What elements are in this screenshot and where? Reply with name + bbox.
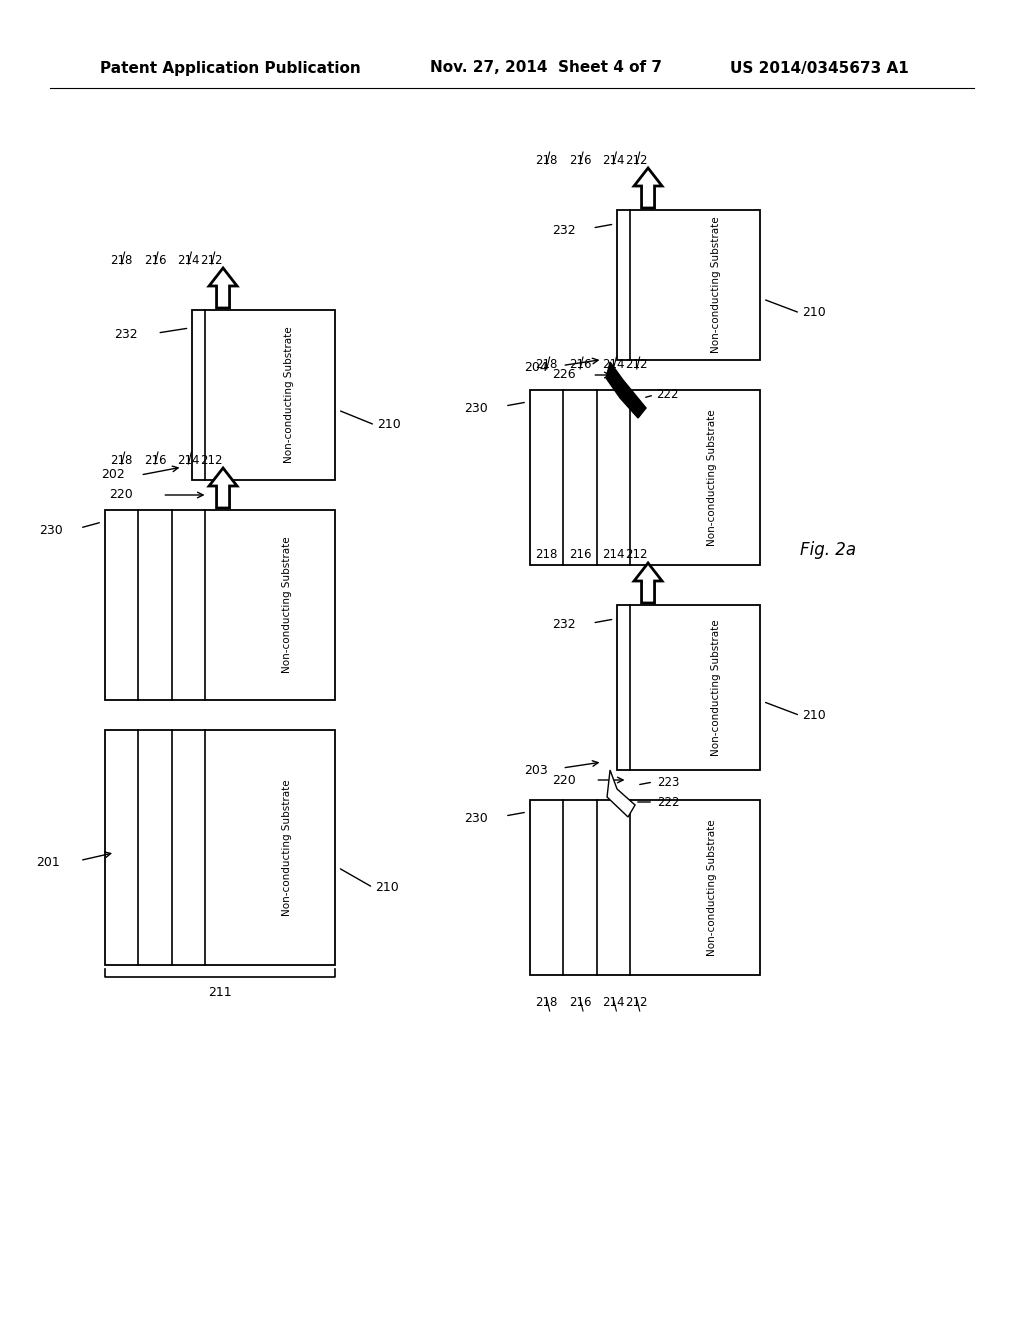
Text: 211: 211 [208, 986, 231, 999]
Text: 226: 226 [552, 368, 575, 381]
Text: Non-conducting Substrate: Non-conducting Substrate [711, 216, 721, 354]
Text: 216: 216 [143, 253, 166, 267]
Text: 232: 232 [114, 329, 137, 342]
Text: 218: 218 [536, 153, 558, 166]
Text: Fig. 2a: Fig. 2a [800, 541, 856, 558]
Text: 230: 230 [464, 812, 488, 825]
Text: Nov. 27, 2014  Sheet 4 of 7: Nov. 27, 2014 Sheet 4 of 7 [430, 61, 662, 75]
Text: Patent Application Publication: Patent Application Publication [100, 61, 360, 75]
Text: 210: 210 [802, 709, 825, 722]
Text: 214: 214 [177, 253, 200, 267]
Text: 212: 212 [626, 549, 648, 561]
Text: 203: 203 [523, 763, 548, 776]
Bar [530, 800, 760, 975]
Polygon shape [634, 168, 663, 209]
Text: Non-conducting Substrate: Non-conducting Substrate [282, 537, 292, 673]
Text: 214: 214 [602, 153, 625, 166]
Text: 223: 223 [657, 776, 680, 788]
Text: 212: 212 [626, 997, 648, 1010]
Polygon shape [209, 268, 237, 308]
Text: 218: 218 [536, 997, 558, 1010]
Text: 230: 230 [464, 401, 488, 414]
Text: 232: 232 [552, 223, 575, 236]
Bar [105, 730, 335, 965]
Text: 210: 210 [802, 306, 825, 319]
Text: 214: 214 [602, 549, 625, 561]
Text: 218: 218 [536, 359, 558, 371]
Polygon shape [606, 362, 646, 418]
Text: Non-conducting Substrate: Non-conducting Substrate [707, 820, 717, 956]
Text: 218: 218 [536, 549, 558, 561]
Text: 216: 216 [568, 359, 591, 371]
Text: 230: 230 [39, 524, 63, 536]
Text: 218: 218 [111, 454, 133, 466]
Text: 212: 212 [626, 359, 648, 371]
Text: 216: 216 [568, 549, 591, 561]
Text: 222: 222 [656, 388, 679, 401]
Text: Non-conducting Substrate: Non-conducting Substrate [711, 619, 721, 756]
Polygon shape [634, 564, 663, 603]
Polygon shape [209, 469, 237, 508]
Text: 220: 220 [109, 488, 132, 502]
Text: 210: 210 [377, 418, 400, 432]
Text: 216: 216 [568, 997, 591, 1010]
Bar [105, 510, 335, 700]
Text: Non-conducting Substrate: Non-conducting Substrate [707, 409, 717, 545]
Text: 216: 216 [568, 153, 591, 166]
Text: 216: 216 [143, 454, 166, 466]
Text: 222: 222 [657, 796, 680, 808]
Text: 214: 214 [177, 454, 200, 466]
Bar [617, 210, 760, 360]
Bar [530, 389, 760, 565]
Bar [193, 310, 335, 480]
Text: Non-conducting Substrate: Non-conducting Substrate [284, 326, 294, 463]
Bar [617, 605, 760, 770]
Text: 214: 214 [602, 997, 625, 1010]
Text: 212: 212 [201, 454, 223, 466]
Text: 202: 202 [100, 469, 124, 482]
Text: 220: 220 [552, 774, 575, 787]
Text: 201: 201 [36, 855, 60, 869]
Text: 214: 214 [602, 359, 625, 371]
Text: 204: 204 [523, 360, 548, 374]
Polygon shape [607, 770, 635, 817]
Text: US 2014/0345673 A1: US 2014/0345673 A1 [730, 61, 908, 75]
Text: 212: 212 [201, 253, 223, 267]
Text: Non-conducting Substrate: Non-conducting Substrate [282, 779, 292, 916]
Text: 210: 210 [375, 880, 398, 894]
Text: 232: 232 [552, 619, 575, 631]
Text: 212: 212 [626, 153, 648, 166]
Text: 218: 218 [111, 253, 133, 267]
